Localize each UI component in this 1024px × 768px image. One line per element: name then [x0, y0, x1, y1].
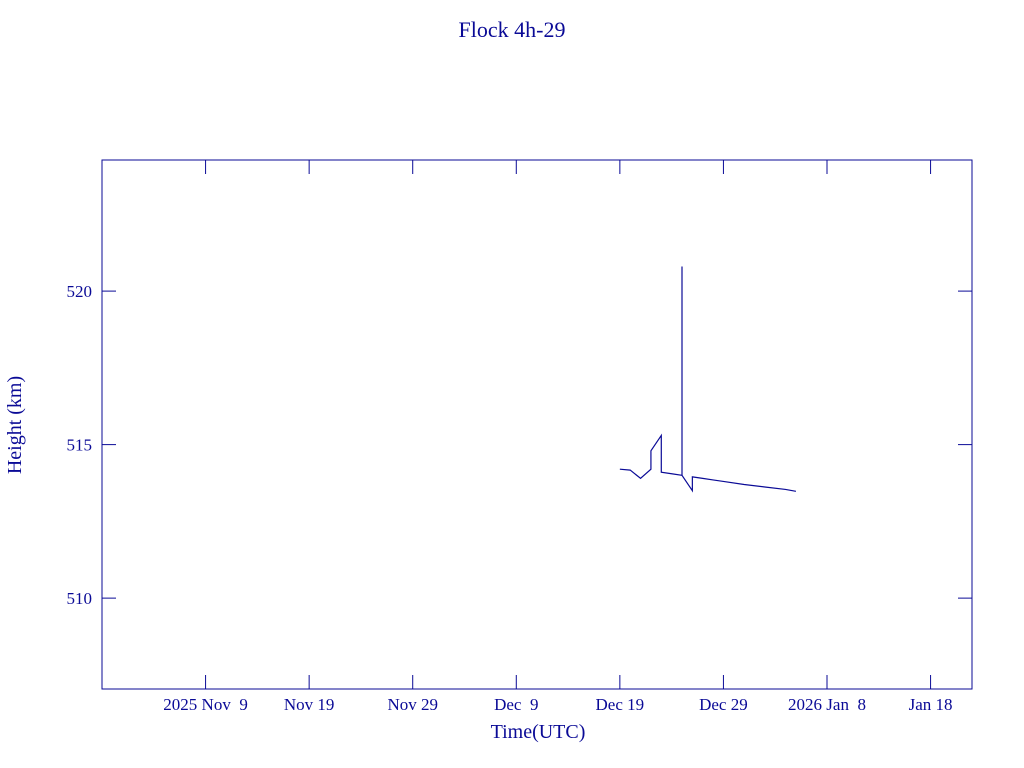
x-tick-label: Dec 19: [596, 695, 645, 714]
x-axis-label: Time(UTC): [491, 721, 586, 743]
x-tick-label: Jan 18: [909, 695, 953, 714]
plot-frame: [101, 159, 973, 690]
x-tick-label: 2025 Nov 9: [163, 695, 248, 714]
x-tick-label: Nov 29: [387, 695, 438, 714]
y-tick-label: 515: [67, 436, 93, 455]
line: [619, 266, 797, 493]
y-axis-label: Height (km): [4, 376, 26, 474]
x-tick-label: Dec 9: [494, 695, 538, 714]
y-tick-label: 510: [67, 589, 93, 608]
chart-title: Flock 4h-29: [459, 17, 566, 42]
y-tick-label: 520: [67, 282, 93, 301]
x-tick-label: Nov 19: [284, 695, 335, 714]
x-tick-label: 2026 Jan 8: [788, 695, 866, 714]
x-tick-label: Dec 29: [699, 695, 748, 714]
